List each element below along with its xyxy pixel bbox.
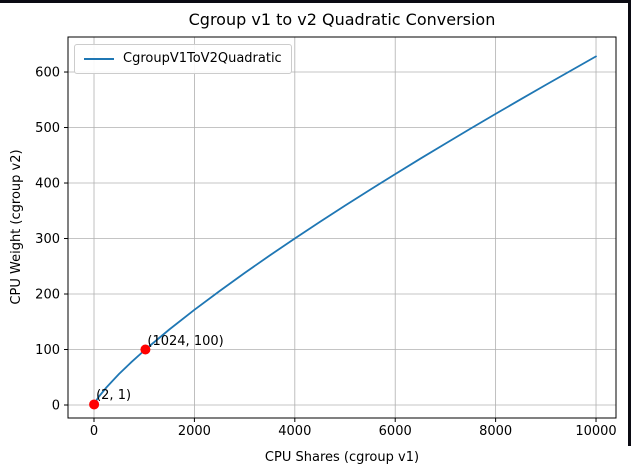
point-annotation-default: (1024, 100): [147, 333, 224, 349]
highlighted-point: [140, 344, 151, 355]
x-tick-label: 8000: [479, 424, 512, 439]
legend-entry-label: CgroupV1ToV2Quadratic: [123, 51, 282, 66]
y-tick-label: 400: [35, 177, 60, 192]
highlighted-point: [89, 399, 100, 410]
legend: CgroupV1ToV2Quadratic: [74, 44, 292, 74]
x-tick-label: 6000: [379, 424, 412, 439]
y-tick-label: 100: [35, 343, 60, 358]
x-tick-label: 0: [90, 424, 98, 439]
y-tick-label: 0: [52, 399, 60, 414]
chart-title: Cgroup v1 to v2 Quadratic Conversion: [188, 10, 496, 29]
y-tick-label: 200: [35, 288, 60, 303]
point-annotation-origin: (2, 1): [96, 388, 132, 404]
x-axis-label: CPU Shares (cgroup v1): [264, 450, 420, 465]
axes-spines: [67, 36, 617, 419]
y-tick-label: 600: [35, 66, 60, 81]
series-line: [93, 55, 597, 406]
window-border-top: [0, 0, 631, 3]
x-tick-label: 4000: [278, 424, 311, 439]
y-tick-label: 300: [35, 232, 60, 247]
x-tick-label: 10000: [575, 424, 616, 439]
y-axis-label: CPU Weight (cgroup v2): [9, 149, 24, 305]
legend-line-sample: [84, 58, 114, 60]
window-border-right: [628, 0, 631, 446]
x-tick-label: 2000: [178, 424, 211, 439]
y-tick-label: 500: [35, 121, 60, 136]
